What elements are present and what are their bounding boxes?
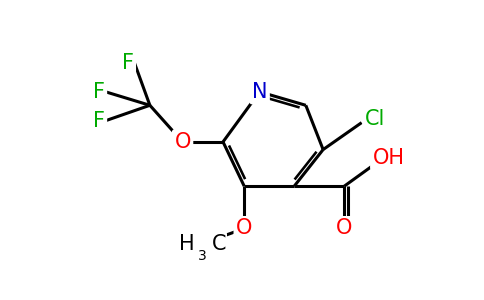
Text: O: O <box>336 218 352 239</box>
Text: F: F <box>92 111 105 131</box>
Text: C: C <box>212 234 226 254</box>
Text: 3: 3 <box>198 249 207 263</box>
Text: F: F <box>92 82 105 102</box>
Text: O: O <box>174 132 191 152</box>
Text: F: F <box>121 53 134 73</box>
Text: Cl: Cl <box>365 109 385 129</box>
Text: H: H <box>179 234 194 254</box>
Text: O: O <box>236 218 252 239</box>
Text: N: N <box>252 82 267 102</box>
Text: OH: OH <box>373 148 405 168</box>
